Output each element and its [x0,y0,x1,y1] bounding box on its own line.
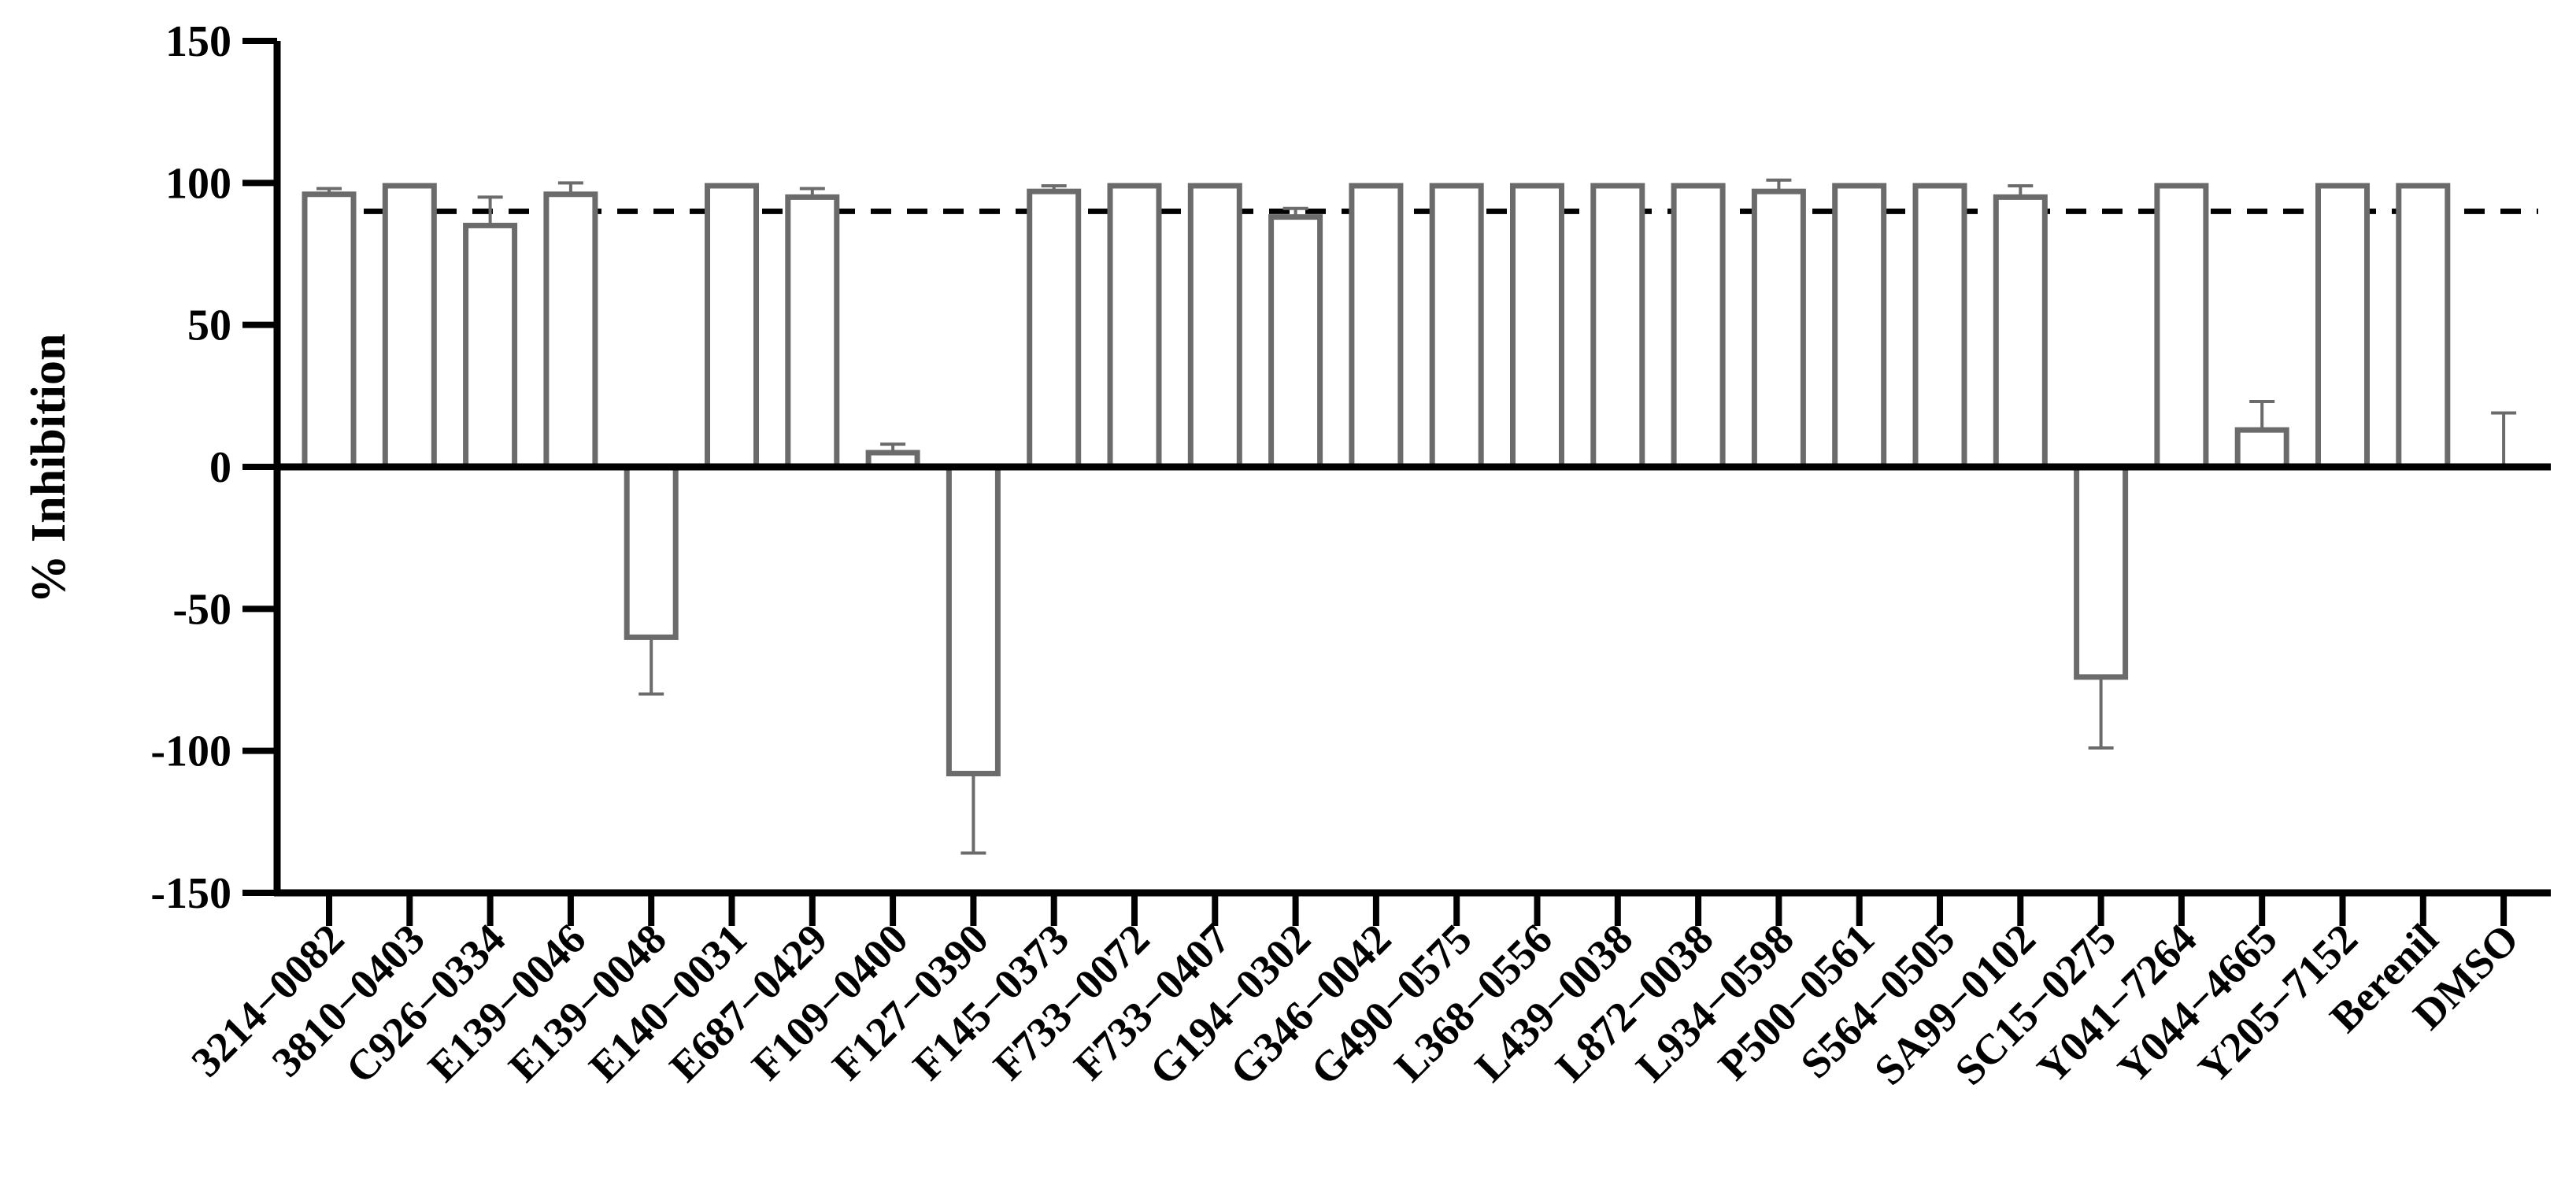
bar [705,183,759,470]
bar [1349,183,1404,470]
bar [543,191,598,470]
y-axis-label: % Inhibition [22,334,76,604]
bar [1268,214,1323,470]
bar [946,464,1001,777]
bar [1671,183,1726,470]
bar [1027,188,1082,470]
y-tick-label: -50 [172,585,231,634]
bar [1751,188,1806,470]
bar [785,194,840,470]
bar [624,464,679,640]
bar [1590,183,1645,470]
bar [463,222,518,470]
x-axis-ticks: 3214−00823810−0403C926−0334E139−0046E139… [183,893,2528,1094]
bar [382,183,437,470]
axes-group [273,41,2551,897]
bar [2234,427,2289,470]
bar [1912,183,1967,470]
bar [2154,183,2209,470]
error-bars-group [316,178,2517,855]
bar [302,191,357,470]
bar [1107,183,1162,470]
y-tick-label: -150 [150,869,231,918]
y-tick-label: 150 [165,17,231,66]
bar [2315,183,2370,470]
y-tick-label: 50 [187,302,231,350]
bars-group [302,183,2451,777]
y-tick-label: 100 [165,159,231,208]
y-axis-ticks: 150 100 50 0 -50 -100 -150 [150,17,277,918]
bar [2396,183,2451,470]
bar [1993,194,2048,470]
bar [1429,183,1484,470]
bar [1187,183,1242,470]
bar [1832,183,1887,470]
y-tick-label: 0 [209,443,231,492]
bar [1510,183,1564,470]
y-tick-label: -100 [150,727,231,776]
bar [2074,464,2129,680]
